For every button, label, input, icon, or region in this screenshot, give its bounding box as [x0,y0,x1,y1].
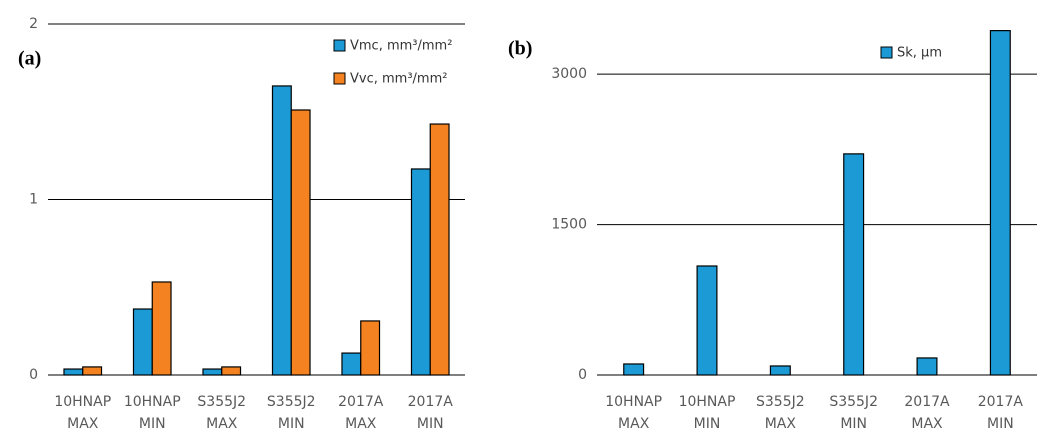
bar [989,30,1011,376]
y-tick-label: 0 [578,367,587,383]
x-tick-label: S355J2 MIN [829,394,878,432]
x-tick-label: S355J2 MIN [267,394,316,432]
bar [63,368,84,376]
bar [202,368,223,376]
legend-swatch [333,39,346,52]
bar [623,363,645,376]
bar [429,123,450,376]
y-tick-label: 2 [29,16,38,32]
legend-swatch [880,46,893,59]
x-tick-label: 10HNAP MAX [605,394,662,432]
x-tick-label: 2017A MIN [978,394,1024,432]
bar [916,357,938,376]
x-tick-label: 2017A MAX [338,394,384,432]
x-tick-label: 2017A MAX [904,394,950,432]
bar [341,352,362,376]
panel-label: (a) [18,48,41,70]
bar [151,281,172,376]
x-tick-label: 10HNAP MIN [679,394,736,432]
x-tick-label: 10HNAP MAX [54,394,111,432]
x-tick-label: S355J2 MAX [756,394,805,432]
legend-swatch [333,72,346,85]
x-tick-label: 2017A MIN [408,394,454,432]
legend-label: Sk, µm [897,46,942,61]
bar [271,85,292,376]
legend-label: Vmc, mm³/mm² [350,39,452,54]
legend-label: Vvc, mm³/mm² [350,72,447,87]
y-tick-label: 3000 [551,66,587,82]
bar [221,366,242,376]
y-tick-label: 1500 [551,217,587,233]
bar [696,265,718,376]
bar [769,365,791,376]
bar [82,366,103,376]
y-tick-label: 1 [29,192,38,208]
bar [410,168,431,376]
bar [843,153,865,376]
panel-label: (b) [508,38,532,60]
x-tick-label: 10HNAP MIN [124,394,181,432]
y-tick-label: 0 [29,367,38,383]
x-tick-label: S355J2 MAX [197,394,246,432]
bar [132,308,153,376]
bar [290,109,311,376]
bar [360,320,381,376]
